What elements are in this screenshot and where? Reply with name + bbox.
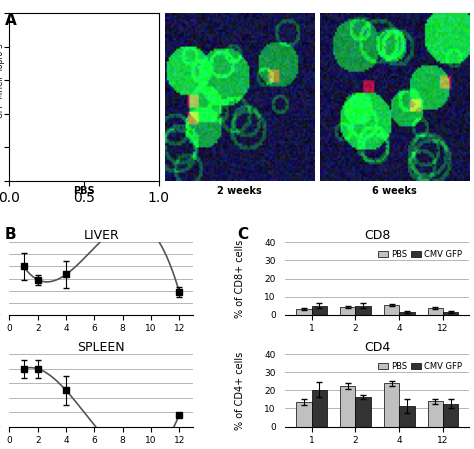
Title: SPLEEN: SPLEEN <box>78 341 125 354</box>
Bar <box>311 306 327 315</box>
Title: CD4: CD4 <box>364 341 391 354</box>
Text: B: B <box>5 227 17 242</box>
Bar <box>296 309 311 315</box>
X-axis label: 2 weeks: 2 weeks <box>217 186 262 196</box>
Bar <box>428 401 443 427</box>
Bar <box>311 390 327 427</box>
Bar <box>443 404 458 427</box>
Bar <box>356 397 371 427</box>
Title: LIVER: LIVER <box>83 229 119 242</box>
X-axis label: PBS: PBS <box>73 186 95 196</box>
Bar <box>384 305 399 315</box>
Legend: PBS, CMV GFP: PBS, CMV GFP <box>375 358 465 374</box>
Y-axis label: % of CD4+ cells: % of CD4+ cells <box>235 351 245 430</box>
Bar <box>384 383 399 427</box>
Text: GFP  MHCII  Topro-3: GFP MHCII Topro-3 <box>0 44 5 118</box>
Bar <box>296 402 311 427</box>
Bar <box>443 312 458 315</box>
Bar <box>356 306 371 315</box>
Bar <box>428 308 443 315</box>
X-axis label: 6 weeks: 6 weeks <box>372 186 417 196</box>
Y-axis label: % of CD8+ cells: % of CD8+ cells <box>235 239 245 317</box>
Bar <box>340 308 356 315</box>
Text: C: C <box>237 227 248 242</box>
Bar <box>399 312 415 315</box>
Bar <box>340 386 356 427</box>
Title: CD8: CD8 <box>364 229 391 242</box>
Legend: PBS, CMV GFP: PBS, CMV GFP <box>375 247 465 262</box>
Text: A: A <box>5 13 17 28</box>
Bar <box>399 406 415 427</box>
